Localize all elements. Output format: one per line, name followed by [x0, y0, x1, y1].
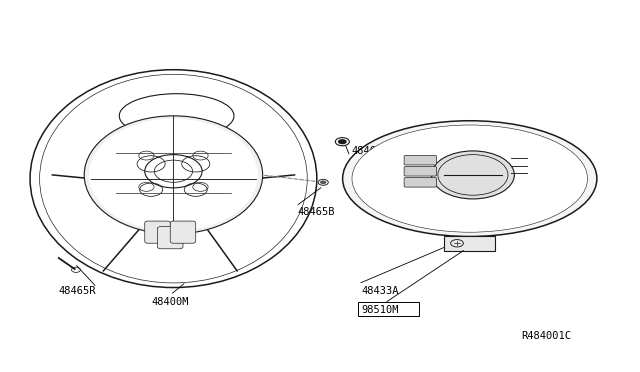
Text: 48433A: 48433A	[362, 286, 399, 296]
FancyBboxPatch shape	[145, 221, 170, 243]
Ellipse shape	[335, 138, 349, 146]
Ellipse shape	[84, 116, 262, 234]
FancyBboxPatch shape	[404, 177, 436, 187]
Ellipse shape	[318, 179, 328, 185]
Text: 48465B: 48465B	[298, 207, 335, 217]
FancyBboxPatch shape	[404, 166, 436, 176]
Ellipse shape	[342, 121, 597, 237]
Circle shape	[320, 180, 326, 184]
Text: 98510M: 98510M	[362, 305, 399, 315]
FancyBboxPatch shape	[157, 227, 183, 249]
Ellipse shape	[89, 119, 258, 231]
Text: R484001C: R484001C	[522, 331, 572, 340]
Text: 48465R: 48465R	[352, 146, 389, 156]
Ellipse shape	[352, 125, 588, 232]
FancyBboxPatch shape	[170, 221, 196, 243]
Polygon shape	[444, 236, 495, 251]
Text: 48465R: 48465R	[59, 286, 96, 296]
Circle shape	[338, 139, 347, 144]
Ellipse shape	[119, 94, 234, 138]
Text: 48400M: 48400M	[152, 297, 189, 307]
Circle shape	[431, 151, 515, 199]
FancyBboxPatch shape	[404, 155, 436, 165]
